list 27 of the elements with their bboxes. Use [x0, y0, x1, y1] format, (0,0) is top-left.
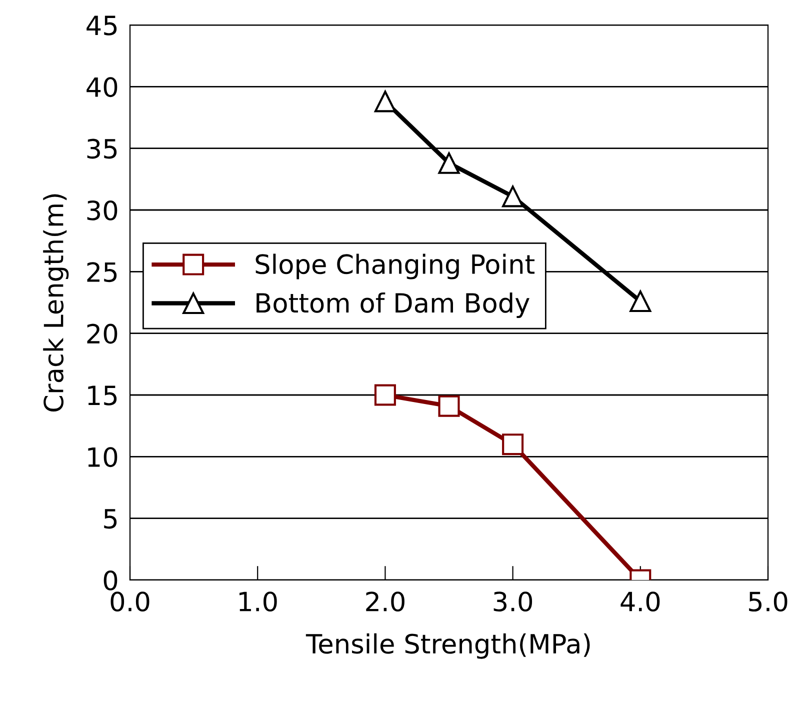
point	[630, 290, 652, 312]
point	[374, 384, 396, 406]
legend-label: Slope Changing Point	[256, 254, 534, 280]
x-tick-label: 4.0	[620, 592, 660, 612]
y-tick-label: 25	[87, 262, 117, 282]
point	[502, 186, 524, 208]
y-tick-label: 45	[86, 16, 117, 36]
legend-label: Bottom of Dam Body	[256, 292, 530, 318]
x-tick-label: 1.0	[240, 592, 277, 612]
y-tick-label: 10	[88, 447, 118, 468]
x-tick-label: 0.0	[110, 592, 150, 612]
y-tick-label: 40	[86, 77, 118, 98]
y-tick-label: 5	[104, 509, 117, 529]
y-axis-title: Crack Length(m)	[43, 194, 69, 412]
x-tick-label: 3.0	[494, 592, 532, 612]
x-tick-label: 2.0	[366, 592, 404, 612]
point	[438, 395, 460, 417]
y-tick-label: 0	[104, 570, 118, 590]
y-tick-label: 30	[87, 200, 118, 220]
point	[374, 90, 396, 112]
y-tick-label: 35	[87, 138, 117, 159]
x-axis-title: Tensile Strength(MPa)	[306, 633, 590, 659]
point	[502, 434, 524, 456]
y-tick-label: 15	[88, 386, 117, 406]
x-tick-label: 5.0	[749, 592, 788, 612]
point	[438, 152, 460, 174]
y-tick-label: 20	[87, 324, 118, 344]
